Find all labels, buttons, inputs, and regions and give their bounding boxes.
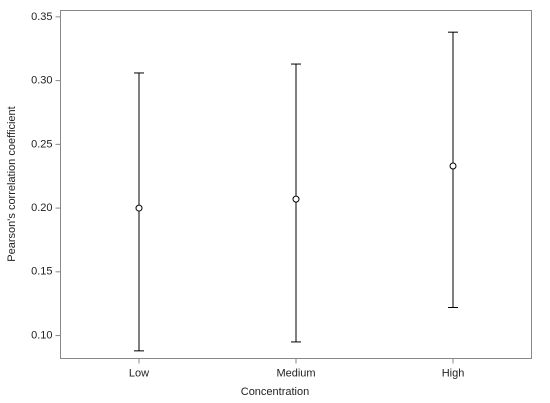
point-marker: [135, 204, 143, 212]
point-marker: [292, 195, 300, 203]
point-marker: [449, 162, 457, 170]
y-tick-label: 0.10: [31, 329, 52, 341]
y-tick-label: 0.30: [31, 75, 52, 87]
y-tick-label: 0.25: [31, 138, 52, 150]
x-tick-label: Low: [129, 367, 149, 379]
y-tick-label: 0.15: [31, 266, 52, 278]
x-axis-label: Concentration: [241, 386, 310, 398]
y-axis-label: Pearson's correlation coefficient: [6, 106, 18, 261]
y-tick-label: 0.20: [31, 202, 52, 214]
y-tick-label: 0.35: [31, 11, 52, 23]
x-tick-label: High: [442, 367, 465, 379]
x-tick-label: Medium: [276, 367, 315, 379]
